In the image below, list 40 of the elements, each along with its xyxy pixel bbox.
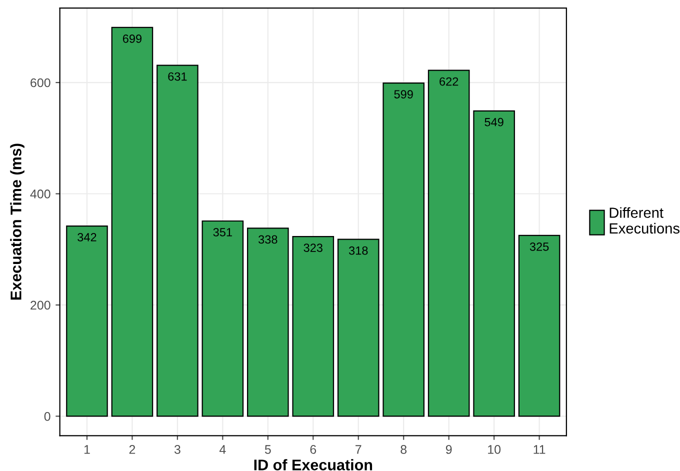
bar: [473, 110, 515, 417]
x-tick-label: 1: [84, 445, 90, 454]
data-label: 549: [484, 118, 504, 126]
y-axis-title: Execuation Time (ms): [10, 144, 24, 300]
y-tick-label: 600: [30, 78, 50, 88]
x-tick-label: 5: [264, 445, 271, 454]
bar: [156, 64, 198, 417]
y-tick-label: 200: [30, 300, 50, 310]
x-tick-label: 10: [488, 445, 501, 454]
data-label: 631: [168, 72, 187, 81]
x-tick-label: 6: [310, 445, 316, 454]
data-label: 318: [348, 246, 368, 255]
data-label: 599: [394, 90, 413, 98]
bar: [337, 238, 380, 417]
data-label: 699: [122, 34, 142, 43]
x-tick-label: 8: [400, 445, 407, 454]
data-label: 351: [213, 228, 232, 236]
data-label: 342: [78, 233, 96, 242]
x-tick-label: 4: [219, 445, 226, 454]
legend-label: Different Executions: [610, 207, 680, 234]
bar: [382, 82, 425, 417]
data-label: 622: [440, 77, 458, 86]
x-tick-label: 9: [446, 445, 452, 454]
y-tick-label: 0: [44, 412, 50, 421]
bar: [518, 234, 560, 417]
x-tick-label: 3: [174, 445, 180, 454]
data-label: 338: [258, 235, 278, 244]
bar: [111, 26, 154, 417]
bar: [247, 228, 289, 417]
y-tick-label: 400: [30, 190, 50, 198]
data-label: 325: [530, 242, 549, 251]
bar: [428, 70, 470, 417]
x-tick-label: 7: [356, 445, 362, 454]
x-tick-label: 2: [129, 445, 136, 454]
bar: [292, 236, 334, 417]
bar: [202, 220, 244, 417]
x-axis-title: ID of Execuation: [254, 459, 372, 470]
data-label: 323: [304, 244, 322, 252]
bar: [66, 225, 108, 417]
x-tick-label: 11: [534, 445, 546, 454]
